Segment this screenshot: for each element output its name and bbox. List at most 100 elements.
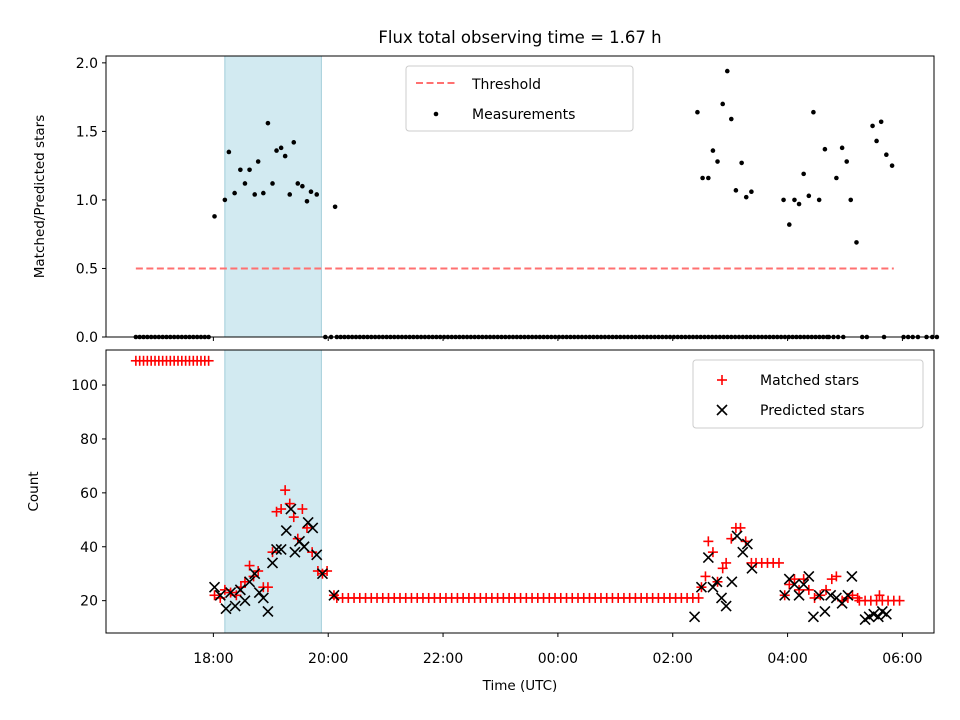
predicted-star-point bbox=[262, 605, 274, 618]
predicted-star-point bbox=[798, 578, 810, 591]
chart-title: Flux total observing time = 1.67 h bbox=[378, 28, 661, 47]
measurement-point bbox=[247, 167, 252, 173]
measurement-point bbox=[291, 140, 297, 145]
predicted-star-point bbox=[726, 576, 738, 588]
measurement-point bbox=[739, 160, 744, 166]
x-tick-label: 18:00 bbox=[193, 651, 233, 667]
predicted-star-point-b bbox=[275, 543, 287, 556]
measurement-point bbox=[710, 148, 716, 153]
predicted-star-point bbox=[316, 568, 329, 580]
matched-star-point bbox=[874, 590, 885, 601]
predicted-star-point bbox=[807, 611, 819, 623]
legend-matched-label: Matched stars bbox=[760, 373, 859, 389]
measurement-point bbox=[252, 192, 258, 197]
predicted-star-point bbox=[707, 581, 719, 593]
matched-star-point bbox=[280, 485, 291, 496]
matched-star-point bbox=[703, 536, 714, 547]
predicted-star-point-b bbox=[872, 611, 884, 623]
ratio-y-tick-label: 0.0 bbox=[76, 330, 98, 346]
predicted-star-point-b bbox=[257, 592, 269, 604]
predicted-star-point bbox=[229, 600, 241, 612]
measurement-point bbox=[811, 109, 816, 115]
predicted-star-point-b bbox=[731, 530, 743, 542]
predicted-star-point-b bbox=[234, 584, 246, 596]
measurement-point bbox=[212, 214, 217, 219]
legend-measurements-swatch bbox=[433, 111, 439, 117]
predicted-star-point-b bbox=[788, 578, 801, 591]
matched-star-point bbox=[852, 592, 863, 603]
measurement-point bbox=[282, 153, 288, 159]
predicted-star-point bbox=[872, 611, 884, 623]
predicted-star-point-b bbox=[280, 525, 292, 537]
measurement-point bbox=[255, 159, 261, 164]
matched-star-point bbox=[262, 582, 273, 593]
ratio-y-tick-label: 0.5 bbox=[76, 261, 98, 277]
x-tick-label: 22:00 bbox=[423, 651, 463, 667]
ratio-panel-frame bbox=[105, 55, 935, 338]
measurement-point bbox=[226, 149, 232, 155]
measurement-point bbox=[781, 197, 786, 203]
predicted-star-point bbox=[846, 570, 858, 582]
predicted-star-point bbox=[803, 570, 815, 582]
matched-star-point bbox=[700, 571, 711, 582]
measurement-point bbox=[733, 188, 739, 193]
predicted-star-point bbox=[702, 551, 714, 564]
predicted-star-point-b bbox=[711, 576, 723, 588]
matched-star-point bbox=[803, 584, 814, 595]
measurement-point bbox=[844, 159, 850, 164]
matched-star-point bbox=[276, 504, 287, 515]
matched-star-point bbox=[831, 571, 842, 582]
predicted-star-point-b bbox=[807, 611, 819, 623]
measurement-point bbox=[724, 68, 730, 74]
predicted-star-point bbox=[298, 541, 310, 553]
ratio-y-axis-label: Matched/Predicted stars bbox=[32, 115, 48, 278]
measurement-point bbox=[238, 167, 243, 173]
matched-star-point bbox=[784, 579, 795, 590]
measurement-point bbox=[884, 152, 889, 157]
matched-star-point bbox=[693, 592, 704, 603]
matched-star-point bbox=[209, 590, 220, 601]
predicted-star-point bbox=[731, 530, 743, 542]
predicted-star-point-b bbox=[715, 592, 728, 604]
predicted-star-point-b bbox=[803, 570, 815, 582]
ratio-y-tick-label: 1.5 bbox=[76, 124, 98, 140]
measurement-point bbox=[801, 171, 806, 177]
predicted-star-point bbox=[711, 576, 723, 588]
predicted-star-point-b bbox=[253, 587, 265, 599]
measurement-point bbox=[222, 197, 228, 203]
measurement-point bbox=[332, 204, 338, 210]
measurement-point bbox=[839, 145, 845, 151]
predicted-star-point bbox=[328, 589, 340, 601]
predicted-star-point-b bbox=[225, 587, 237, 599]
predicted-star-point-b bbox=[208, 581, 221, 593]
predicted-star-point bbox=[239, 595, 251, 607]
matched-star-point bbox=[267, 547, 278, 558]
predicted-star-point bbox=[307, 522, 319, 534]
measurement-point bbox=[270, 181, 275, 186]
predicted-star-point-b bbox=[842, 589, 854, 601]
count-legend-box bbox=[692, 359, 924, 429]
predicted-star-point bbox=[695, 581, 708, 593]
legend-predicted-swatch bbox=[716, 404, 728, 416]
predicted-star-point-b bbox=[702, 551, 714, 564]
predicted-star-point bbox=[275, 543, 287, 556]
predicted-star-point-b bbox=[720, 600, 732, 612]
measurement-point bbox=[265, 120, 271, 126]
predicted-star-point bbox=[779, 589, 791, 601]
matched-star-point bbox=[307, 547, 318, 558]
predicted-star-point bbox=[737, 546, 749, 558]
ratio-shaded-span bbox=[224, 55, 322, 338]
ratio-y-tick-label: 1.0 bbox=[76, 193, 98, 209]
count-y-tick-label: 20 bbox=[80, 594, 98, 610]
measurement-point bbox=[304, 198, 310, 204]
predicted-star-point bbox=[720, 600, 732, 612]
measurement-point bbox=[287, 192, 293, 197]
predicted-star-point bbox=[842, 589, 854, 601]
count-panel-frame bbox=[105, 349, 935, 634]
count-y-axis-label: Count bbox=[26, 471, 42, 511]
x-tick-label: 02:00 bbox=[653, 651, 693, 667]
x-tick-label: 00:00 bbox=[538, 651, 578, 667]
measurement-point bbox=[889, 163, 895, 168]
measurement-point bbox=[796, 201, 802, 207]
